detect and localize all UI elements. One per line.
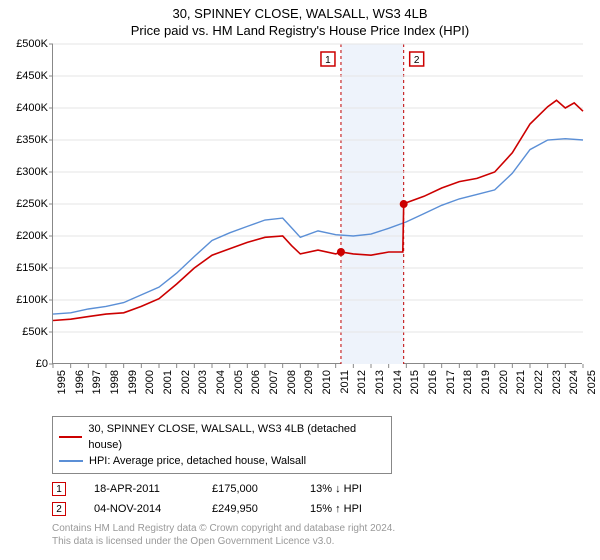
x-tick-label: 2013 bbox=[374, 370, 386, 394]
y-tick-label: £200K bbox=[16, 230, 48, 242]
x-tick-label: 2023 bbox=[551, 370, 563, 394]
plot-area: 12 bbox=[52, 44, 582, 364]
x-tick-label: 2011 bbox=[339, 370, 351, 394]
x-tick-label: 2016 bbox=[427, 370, 439, 394]
footer-line1: Contains HM Land Registry data © Crown c… bbox=[52, 522, 590, 535]
x-tick-label: 2019 bbox=[480, 370, 492, 394]
sale-price-1: £175,000 bbox=[212, 483, 282, 495]
x-tick-label: 2005 bbox=[233, 370, 245, 394]
sales-annotations: 1 18-APR-2011 £175,000 13% ↓ HPI 2 04-NO… bbox=[52, 482, 590, 516]
sale-marker-2: 2 bbox=[52, 502, 66, 516]
y-tick-label: £450K bbox=[16, 70, 48, 82]
x-tick-label: 2025 bbox=[586, 370, 598, 394]
y-tick-label: £100K bbox=[16, 294, 48, 306]
x-tick-label: 1998 bbox=[109, 370, 121, 394]
chart-title-line1: 30, SPINNEY CLOSE, WALSALL, WS3 4LB bbox=[10, 6, 590, 21]
chart-title-line2: Price paid vs. HM Land Registry's House … bbox=[10, 23, 590, 38]
sale-date-1: 18-APR-2011 bbox=[94, 483, 184, 495]
x-tick-label: 2010 bbox=[321, 370, 333, 394]
footer-line2: This data is licensed under the Open Gov… bbox=[52, 535, 590, 548]
legend-label-hpi: HPI: Average price, detached house, Wals… bbox=[89, 453, 306, 469]
sale-price-2: £249,950 bbox=[212, 503, 282, 515]
y-tick-label: £0 bbox=[36, 358, 48, 370]
sale-row-1: 1 18-APR-2011 £175,000 13% ↓ HPI bbox=[52, 482, 590, 496]
sale-delta-1: 13% ↓ HPI bbox=[310, 483, 362, 495]
svg-text:1: 1 bbox=[325, 55, 331, 66]
y-tick-label: £150K bbox=[16, 262, 48, 274]
x-tick-label: 2021 bbox=[515, 370, 527, 394]
x-tick-label: 2014 bbox=[392, 370, 404, 394]
x-tick-label: 1996 bbox=[74, 370, 86, 394]
y-axis-labels: £0£50K£100K£150K£200K£250K£300K£350K£400… bbox=[10, 44, 52, 364]
y-tick-label: £250K bbox=[16, 198, 48, 210]
x-tick-label: 2003 bbox=[197, 370, 209, 394]
y-tick-label: £350K bbox=[16, 134, 48, 146]
legend-swatch-price-paid bbox=[59, 436, 82, 438]
x-tick-label: 2012 bbox=[356, 370, 368, 394]
legend-row-hpi: HPI: Average price, detached house, Wals… bbox=[59, 453, 385, 469]
chart-svg: 12 bbox=[53, 44, 583, 364]
x-tick-label: 2024 bbox=[568, 370, 580, 394]
legend-box: 30, SPINNEY CLOSE, WALSALL, WS3 4LB (det… bbox=[52, 416, 392, 474]
x-tick-label: 2000 bbox=[144, 370, 156, 394]
x-tick-label: 1997 bbox=[91, 370, 103, 394]
x-tick-label: 2004 bbox=[215, 370, 227, 394]
x-tick-label: 1995 bbox=[56, 370, 68, 394]
x-tick-label: 2015 bbox=[409, 370, 421, 394]
x-tick-label: 2001 bbox=[162, 370, 174, 394]
x-axis-labels: 1995 1996 1997 1998 1999 2000 2001 2002 2003 2004… bbox=[52, 366, 582, 414]
footer-attribution: Contains HM Land Registry data © Crown c… bbox=[52, 522, 590, 548]
y-tick-label: £400K bbox=[16, 102, 48, 114]
x-tick-label: 2006 bbox=[250, 370, 262, 394]
legend-row-price-paid: 30, SPINNEY CLOSE, WALSALL, WS3 4LB (det… bbox=[59, 421, 385, 453]
x-tick-label: 2018 bbox=[462, 370, 474, 394]
x-tick-label: 2008 bbox=[286, 370, 298, 394]
chart-container: £0 £50K £100K £150K £200K £250K £300K £350K £400… bbox=[10, 44, 590, 414]
x-tick-label: 1999 bbox=[127, 370, 139, 394]
x-tick-label: 2002 bbox=[180, 370, 192, 394]
y-tick-label: £500K bbox=[16, 38, 48, 50]
legend-swatch-hpi bbox=[59, 460, 83, 462]
sale-row-2: 2 04-NOV-2014 £249,950 15% ↑ HPI bbox=[52, 502, 590, 516]
y-tick-label: £300K bbox=[16, 166, 48, 178]
x-tick-label: 2017 bbox=[445, 370, 457, 394]
x-tick-label: 2009 bbox=[303, 370, 315, 394]
x-tick-label: 2020 bbox=[498, 370, 510, 394]
x-tick-label: 2022 bbox=[533, 370, 545, 394]
x-tick-label: 2007 bbox=[268, 370, 280, 394]
sale-delta-2: 15% ↑ HPI bbox=[310, 503, 362, 515]
sale-date-2: 04-NOV-2014 bbox=[94, 503, 184, 515]
svg-text:2: 2 bbox=[414, 55, 420, 66]
legend-label-price-paid: 30, SPINNEY CLOSE, WALSALL, WS3 4LB (det… bbox=[88, 421, 385, 453]
y-tick-label: £50K bbox=[22, 326, 48, 338]
sale-marker-1: 1 bbox=[52, 482, 66, 496]
